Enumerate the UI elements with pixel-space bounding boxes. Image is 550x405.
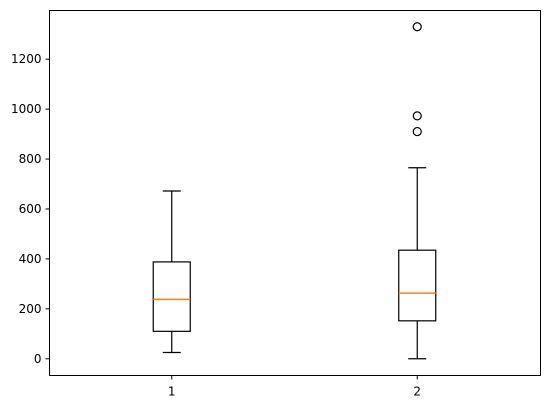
y-tick-label: 800 [19, 152, 42, 166]
outlier-point [412, 126, 422, 137]
x-tick-label: 1 [168, 385, 176, 399]
outlier-point [412, 111, 422, 121]
x-tick-label: 2 [413, 385, 421, 399]
y-tick-label: 400 [19, 252, 42, 266]
y-tick-label: 200 [19, 302, 42, 316]
y-axis: 0 200 400 600 800 1000 1200 [11, 52, 50, 366]
y-tick-label: 0 [34, 352, 42, 366]
iqr-box [398, 249, 437, 322]
y-tick-label: 600 [19, 202, 42, 216]
iqr-box [152, 261, 191, 332]
boxes-layer [152, 22, 437, 360]
box-group-2 [398, 22, 437, 360]
outlier-point [412, 22, 422, 32]
box-group-1 [152, 190, 191, 354]
y-tick-label: 1200 [11, 52, 42, 66]
y-tick-label: 1000 [11, 102, 42, 116]
plot-area [49, 10, 541, 376]
